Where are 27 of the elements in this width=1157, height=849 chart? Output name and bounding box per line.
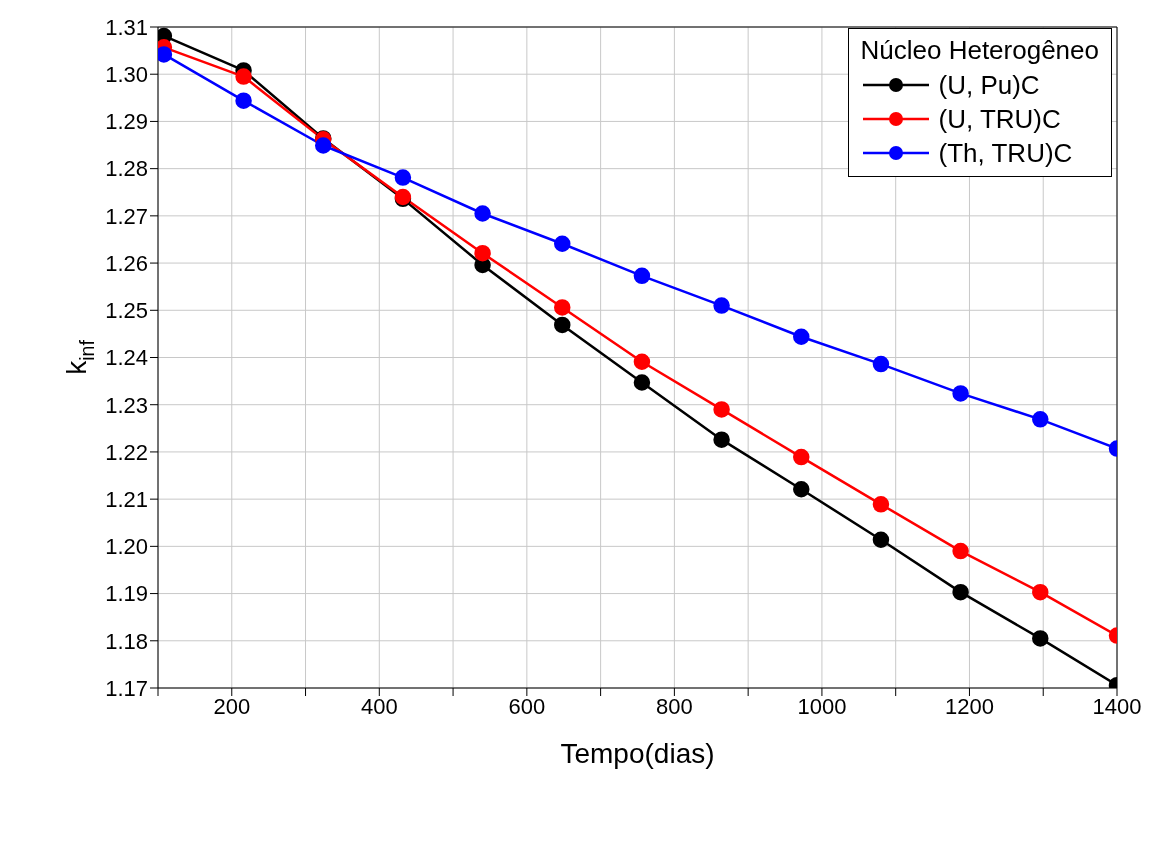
y-tick-label: 1.26 (105, 250, 148, 276)
y-tick-label: 1.21 (105, 486, 148, 512)
x-tick-label: 200 (213, 693, 251, 719)
y-tick-label: 1.28 (105, 156, 148, 182)
y-tick-label: 1.27 (105, 203, 148, 229)
y-tick-label: 1.29 (105, 109, 148, 135)
x-axis-title: Tempo(dias) (560, 738, 715, 769)
y-tick-label: 1.19 (105, 581, 148, 607)
x-tick-label: 1400 (1092, 693, 1142, 719)
y-tick-label: 1.20 (105, 534, 148, 560)
x-tick-label: 800 (656, 693, 693, 719)
legend-title: Núcleo Heterogêneo (860, 35, 1099, 66)
y-tick-label: 1.23 (105, 392, 148, 418)
y-tick-label: 1.30 (105, 62, 148, 88)
legend-label: (Th, TRU)C (938, 137, 1073, 169)
y-tick-label: 1.22 (105, 439, 148, 465)
y-tick-label: 1.24 (105, 345, 148, 371)
x-tick-label: 1000 (797, 693, 847, 719)
y-tick-label: 1.25 (105, 298, 148, 324)
y-tick-label: 1.31 (105, 14, 148, 40)
y-tick-label: 1.17 (105, 675, 148, 701)
y-tick-label: 1.18 (105, 628, 148, 654)
legend-label: (U, TRU)C (938, 103, 1061, 135)
x-tick-label: 600 (508, 693, 546, 719)
x-tick-label: 1200 (944, 693, 994, 719)
legend-label: (U, Pu)C (938, 69, 1040, 101)
x-tick-label: 400 (360, 693, 398, 719)
